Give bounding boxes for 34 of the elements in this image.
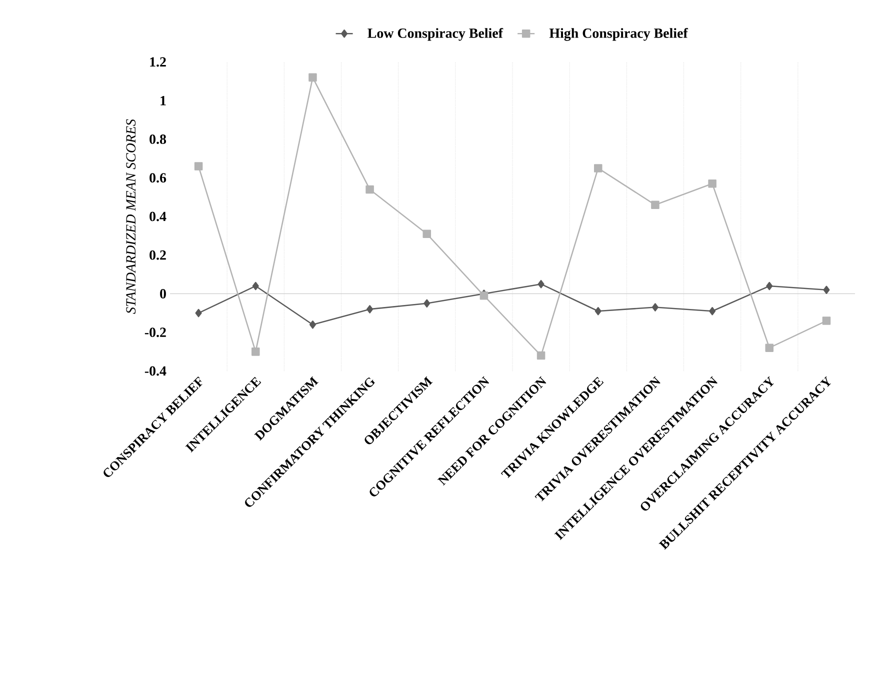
y-tick-label: -0.2 (144, 328, 166, 338)
point (823, 286, 830, 294)
point (422, 230, 432, 238)
point (538, 280, 544, 288)
point (251, 348, 260, 356)
point (709, 306, 716, 316)
y-tick-label: 0 (160, 289, 166, 298)
point (308, 73, 317, 82)
y-tick-label: 1.2 (150, 57, 166, 67)
y-tick-label: -0.4 (144, 366, 166, 376)
point (366, 305, 374, 314)
y-axis-title: STANDARDIZED MEAN SCORES (126, 119, 136, 314)
legend-label: High Conspiracy Belief (549, 28, 688, 41)
point (766, 282, 773, 290)
y-tick-label: 1 (160, 96, 166, 106)
y-tick-label: 0.4 (150, 212, 166, 222)
point (309, 320, 316, 329)
point (594, 306, 602, 316)
point (594, 164, 602, 172)
point (651, 200, 660, 210)
y-tick-label: 0.2 (150, 250, 166, 260)
point (366, 185, 374, 194)
point (252, 282, 259, 290)
point (708, 180, 716, 188)
point (195, 308, 202, 318)
point (822, 316, 831, 325)
point (194, 162, 203, 170)
point (536, 351, 546, 360)
legend-label: Low Conspiracy Belief (368, 28, 504, 41)
point (652, 303, 658, 312)
point (424, 299, 430, 308)
point (765, 344, 774, 352)
y-tick-label: 0.6 (150, 173, 166, 183)
y-tick-label: 0.8 (150, 134, 166, 144)
